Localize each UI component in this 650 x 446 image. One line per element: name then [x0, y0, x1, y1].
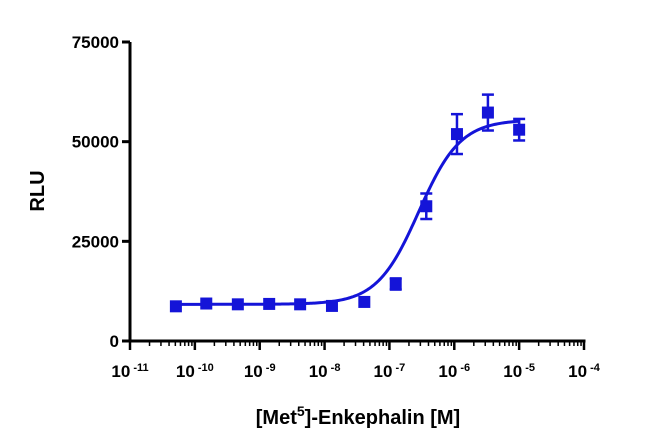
x-tick-label: 10 -8	[309, 362, 341, 381]
y-axis-title: RLU	[27, 170, 49, 211]
data-point	[513, 123, 526, 136]
x-axis-title-sup: 5	[297, 403, 305, 419]
x-axis-title-post: ]-Enkephalin [M]	[305, 407, 461, 429]
data-point	[358, 295, 371, 308]
x-tick-label: 10 -10	[176, 362, 214, 381]
data-point	[389, 277, 402, 290]
data-point	[294, 298, 307, 311]
y-tick-label: 50000	[72, 133, 119, 152]
fit-curve-layer	[175, 119, 520, 306]
x-tick-label: 10 -7	[374, 362, 406, 381]
data-point	[231, 298, 244, 311]
axes	[128, 42, 586, 343]
y-tick-label: 0	[110, 332, 119, 351]
data-point	[263, 297, 276, 310]
x-tick-label: 10 -6	[438, 362, 470, 381]
x-ticks: 10 -11 10 -10 10 -9 10 -8 10 -7 10 -6 10 -5 10 …	[111, 341, 601, 381]
data-point	[420, 200, 433, 213]
data-point	[200, 297, 213, 310]
x-tick-label: 10 -9	[244, 362, 276, 381]
y-ticks: 0 25000 50000 75000	[72, 33, 130, 351]
data-point	[169, 300, 182, 313]
data-point	[450, 128, 463, 141]
data-point	[481, 106, 494, 119]
x-tick-label: 10 -11	[111, 362, 148, 381]
data-point	[325, 299, 338, 312]
y-tick-label: 75000	[72, 33, 119, 52]
data-points-layer	[169, 93, 526, 313]
x-axis-title-pre: [Met	[256, 407, 297, 429]
fit-curve	[175, 119, 520, 306]
x-tick-label: 10 -4	[568, 362, 601, 381]
x-axis-title: [Met5]-Enkephalin [M]	[256, 403, 460, 429]
y-tick-label: 25000	[72, 232, 119, 251]
x-tick-label: 10 -5	[503, 362, 535, 381]
